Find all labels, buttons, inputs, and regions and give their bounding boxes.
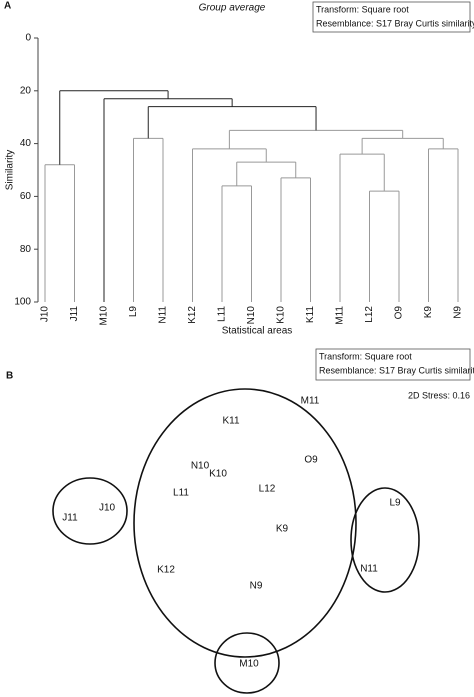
point-label: L9 (389, 498, 401, 509)
note-box (315, 348, 471, 381)
point-label: L11 (173, 488, 189, 499)
y-tick-label: 0 (25, 33, 31, 44)
group-outline (214, 632, 280, 694)
note-box (312, 1, 471, 33)
point-label: M11 (301, 396, 320, 407)
point-label: J10 (99, 503, 116, 514)
leaf-label: L12 (364, 306, 375, 323)
leaf-label: N9 (453, 306, 464, 319)
note: Resemblance: S17 Bray Curtis similarity (319, 365, 474, 375)
leaf-label: O9 (394, 306, 405, 320)
leaf-label: K12 (187, 306, 198, 324)
y-tick-label: 100 (14, 297, 31, 308)
leaf-label: K11 (305, 306, 316, 323)
leaf-label: J10 (40, 306, 51, 323)
leaf-label: L9 (128, 306, 139, 318)
chart-title: Group average (199, 3, 266, 14)
y-tick-label: 80 (20, 244, 32, 255)
point-label: L12 (259, 484, 276, 495)
group-outline (350, 487, 420, 593)
point-label: M10 (239, 659, 259, 670)
note: Transform: Square root (316, 4, 409, 14)
group-outline (52, 477, 128, 545)
point-label: N10 (191, 461, 210, 472)
point-label: N9 (250, 581, 263, 592)
panel-label: B (6, 371, 13, 382)
panel-label: A (4, 1, 11, 12)
point-label: O9 (304, 455, 318, 466)
y-tick-label: 60 (20, 191, 32, 202)
leaf-label: L11 (217, 306, 228, 322)
point-label: J11 (62, 513, 78, 524)
leaf-label: J11 (69, 306, 80, 322)
note: Resemblance: S17 Bray Curtis similarity (316, 18, 474, 28)
point-label: K9 (276, 524, 289, 535)
point-label: K11 (222, 416, 239, 427)
stress-label: 2D Stress: 0.16 (408, 390, 470, 400)
point-label: N11 (360, 564, 378, 575)
leaf-label: N11 (158, 306, 169, 324)
leaf-label: K10 (276, 306, 287, 324)
y-tick-label: 20 (20, 85, 32, 96)
leaf-label: M10 (99, 306, 110, 326)
y-tick-label: 40 (20, 138, 32, 149)
leaf-label: K9 (423, 306, 434, 319)
point-label: K12 (157, 565, 175, 576)
point-label: K10 (209, 469, 227, 480)
note: Transform: Square root (319, 351, 412, 361)
group-outline (133, 388, 357, 658)
y-axis-label: Similarity (5, 150, 16, 191)
leaf-label: N10 (246, 306, 257, 325)
leaf-label: M11 (335, 306, 346, 325)
x-axis-label: Statistical areas (222, 326, 293, 337)
